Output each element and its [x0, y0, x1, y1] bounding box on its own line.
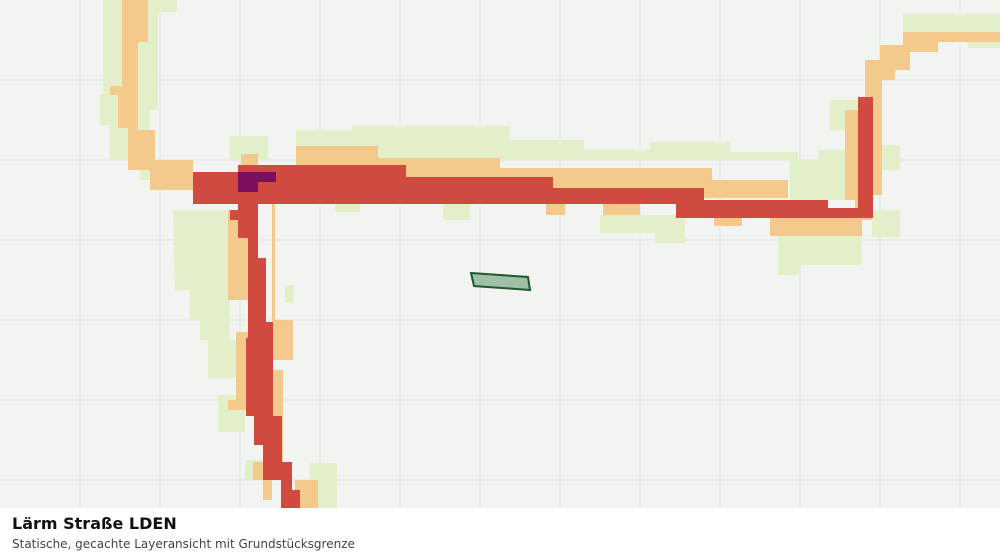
noise-low	[100, 0, 1000, 508]
layer-title: Lärm Straße LDEN	[12, 514, 177, 533]
caption-panel: Lärm Straße LDEN Statische, gecachte Lay…	[0, 508, 1000, 560]
layer-subtitle: Statische, gecachte Layeransicht mit Gru…	[12, 537, 355, 551]
noise-high	[193, 97, 873, 508]
parcel-boundary[interactable]	[469, 271, 532, 292]
noise-max	[238, 172, 276, 192]
